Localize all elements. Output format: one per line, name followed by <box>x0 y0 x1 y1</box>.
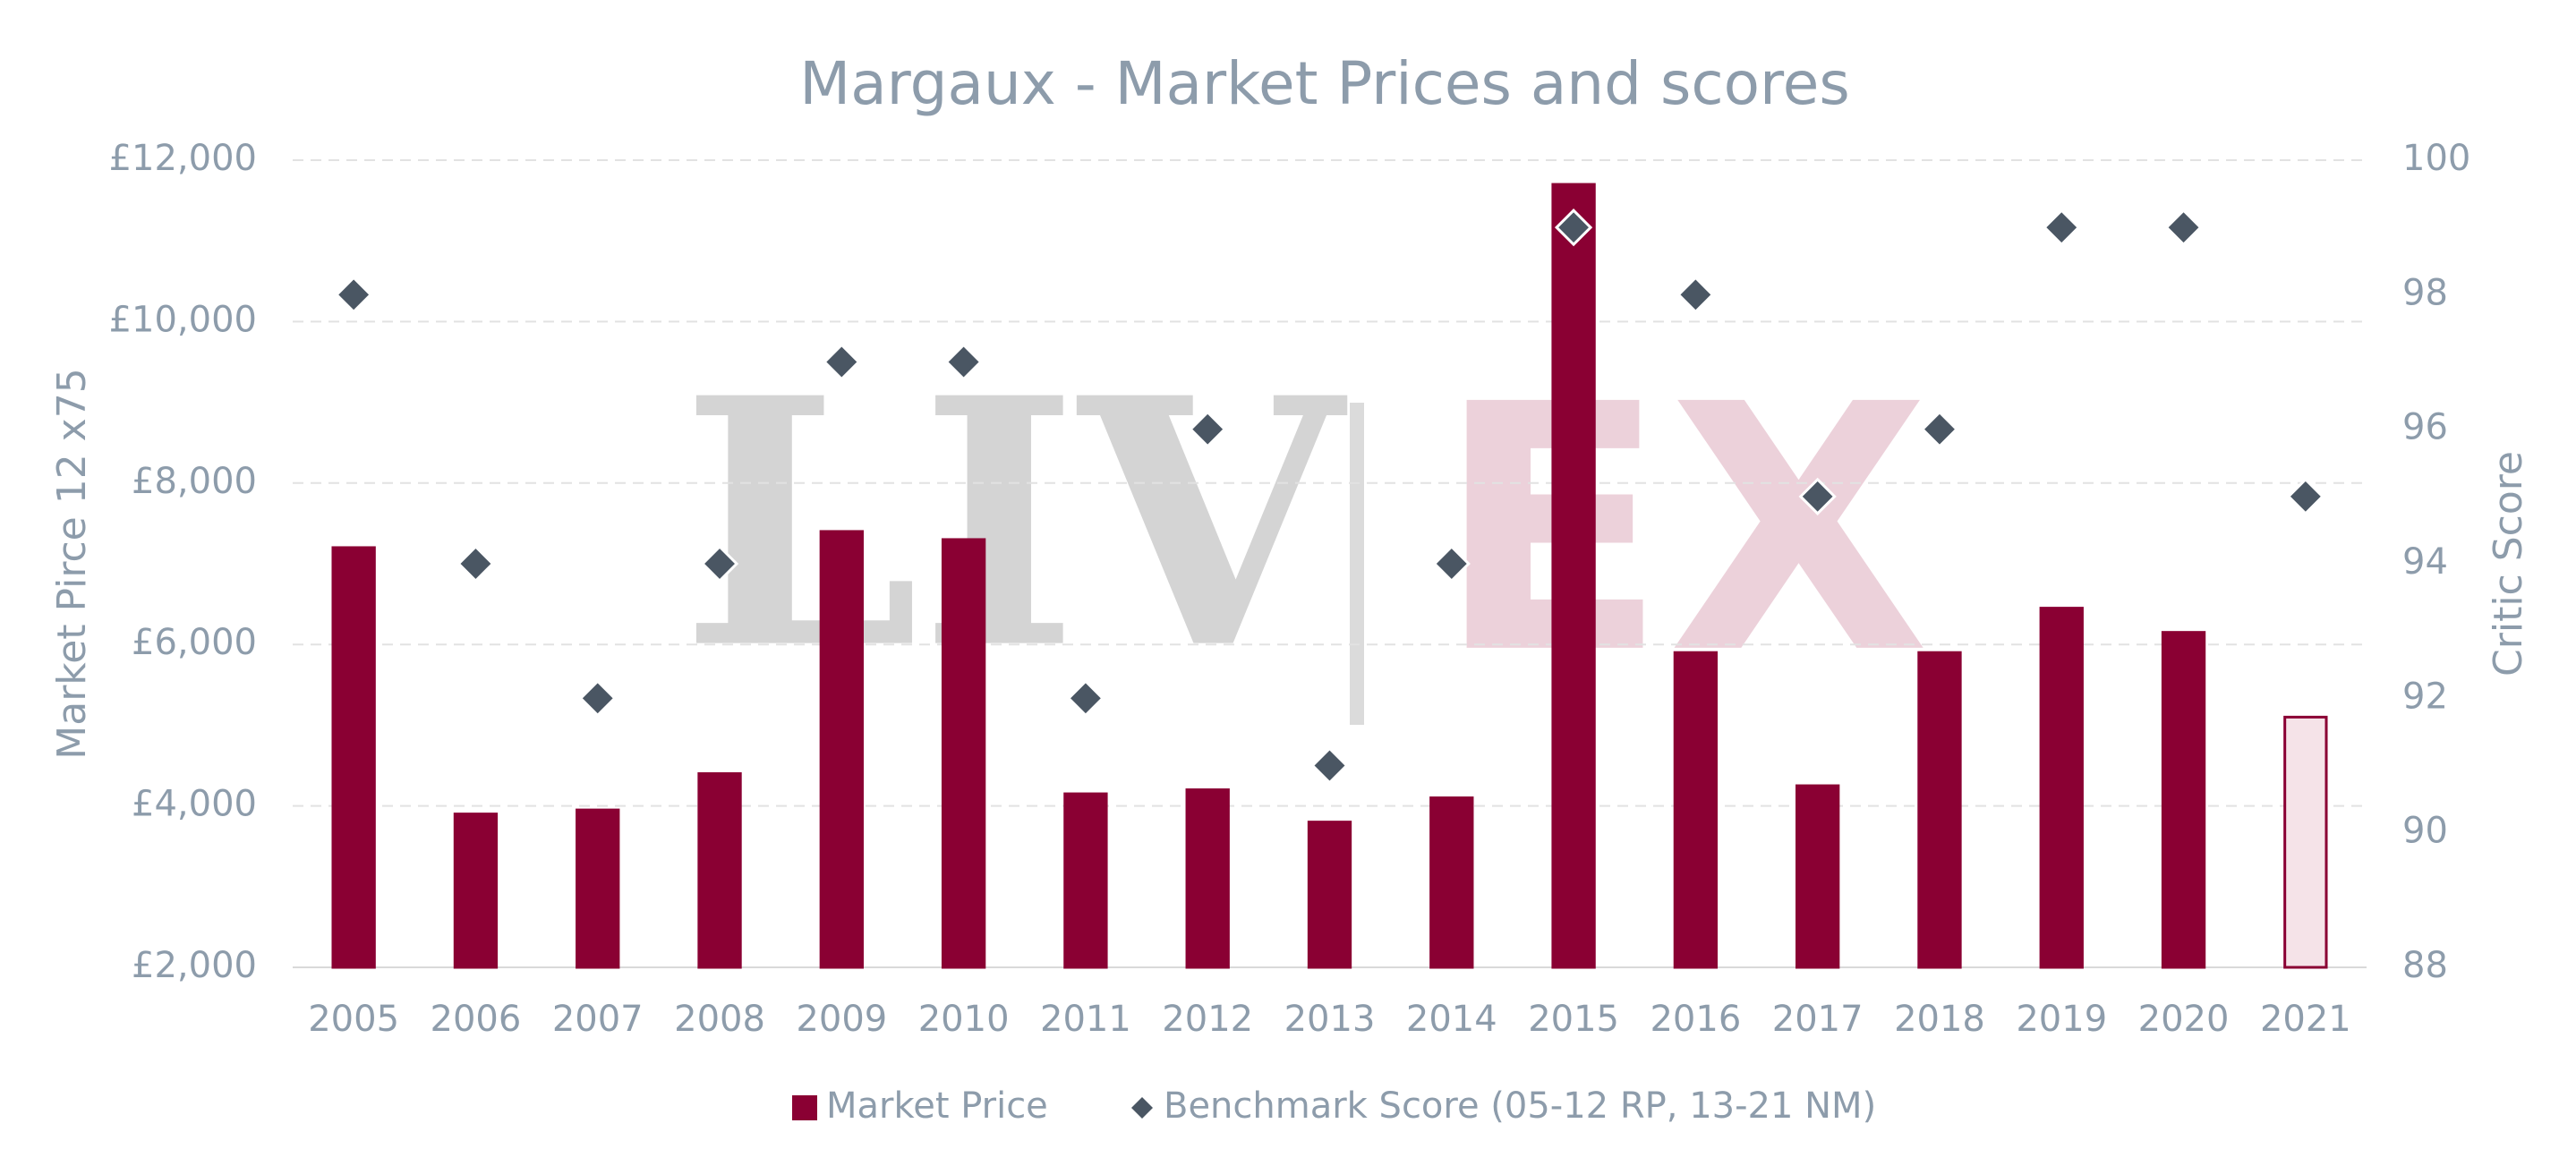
bar <box>1796 784 1840 969</box>
x-tick-label: 2019 <box>2016 999 2107 1040</box>
watermark-left: LIV <box>680 324 1350 724</box>
bar <box>1673 651 1719 969</box>
bar <box>1185 788 1230 969</box>
score-marker <box>1676 276 1715 314</box>
score-marker <box>2286 477 2324 515</box>
score-marker <box>1066 679 1105 718</box>
score-marker <box>1432 544 1471 583</box>
y-axis-title: Market Pirce 12 x75 <box>49 368 95 759</box>
score-marker <box>335 276 373 314</box>
x-tick-label: 2009 <box>796 999 887 1040</box>
legend-marker <box>792 1095 817 1120</box>
x-tick-label: 2011 <box>1040 999 1131 1040</box>
x-tick-label: 2006 <box>431 999 522 1040</box>
score-marker <box>1310 746 1349 785</box>
bar <box>331 546 376 969</box>
watermark: LIV EX <box>680 324 1930 728</box>
x-tick-label: 2018 <box>1894 999 1985 1040</box>
x-tick-label: 2016 <box>1650 999 1741 1040</box>
bar <box>941 538 986 969</box>
bar <box>1429 796 1474 969</box>
x-tick-label: 2020 <box>2138 999 2230 1040</box>
legend-marker <box>1131 1097 1153 1119</box>
bar <box>576 808 620 969</box>
y-tick-label: £4,000 <box>132 784 257 825</box>
y-tick-label: £6,000 <box>132 622 257 663</box>
y2-tick-label: 92 <box>2402 676 2448 717</box>
score-marker <box>1554 209 1593 247</box>
score-marker <box>823 343 861 381</box>
y2-tick-label: 90 <box>2402 811 2448 852</box>
score-marker <box>944 343 983 381</box>
y-tick-label: £10,000 <box>109 299 257 340</box>
bar <box>1307 821 1352 969</box>
score-marker <box>578 679 617 718</box>
bar <box>1917 651 1962 969</box>
bar <box>819 530 864 969</box>
bar <box>1551 183 1596 969</box>
score-marker <box>1189 410 1227 448</box>
score-marker <box>456 544 495 583</box>
y2-tick-label: 96 <box>2402 407 2448 448</box>
score-marker <box>2043 209 2081 247</box>
y-tick-label: £2,000 <box>132 945 257 986</box>
legend-label: Benchmark Score (05-12 RP, 13-21 NM) <box>1164 1085 1876 1127</box>
y2-tick-label: 100 <box>2402 138 2470 179</box>
x-tick-label: 2007 <box>552 999 644 1040</box>
bar <box>1063 792 1108 969</box>
x-tick-label: 2010 <box>918 999 1010 1040</box>
y2-tick-label: 98 <box>2402 272 2448 313</box>
legend-label: Market Price <box>826 1085 1048 1127</box>
chart-title: Margaux - Market Prices and scores <box>799 49 1849 118</box>
bar <box>2161 631 2206 969</box>
y2-axis-title: Critic Score <box>2486 451 2531 677</box>
score-marker <box>1798 477 1837 515</box>
x-tick-label: 2005 <box>308 999 399 1040</box>
x-tick-label: 2015 <box>1528 999 1619 1040</box>
watermark-divider <box>1350 403 1364 725</box>
x-tick-label: 2014 <box>1406 999 1497 1040</box>
x-tick-label: 2017 <box>1772 999 1864 1040</box>
score-marker <box>1920 410 1959 448</box>
x-tick-label: 2012 <box>1162 999 1253 1040</box>
y-tick-label: £12,000 <box>109 138 257 179</box>
x-tick-label: 2008 <box>674 999 765 1040</box>
score-marker <box>700 544 739 583</box>
y-tick-label: £8,000 <box>132 461 257 502</box>
y2-tick-label: 94 <box>2402 541 2448 583</box>
bar <box>453 813 499 969</box>
bar <box>2039 607 2084 969</box>
y2-tick-label: 88 <box>2402 945 2448 986</box>
score-marker <box>2164 209 2203 247</box>
bar <box>697 772 742 969</box>
bar <box>2283 715 2328 969</box>
x-tick-label: 2013 <box>1284 999 1376 1040</box>
x-tick-label: 2021 <box>2260 999 2351 1040</box>
